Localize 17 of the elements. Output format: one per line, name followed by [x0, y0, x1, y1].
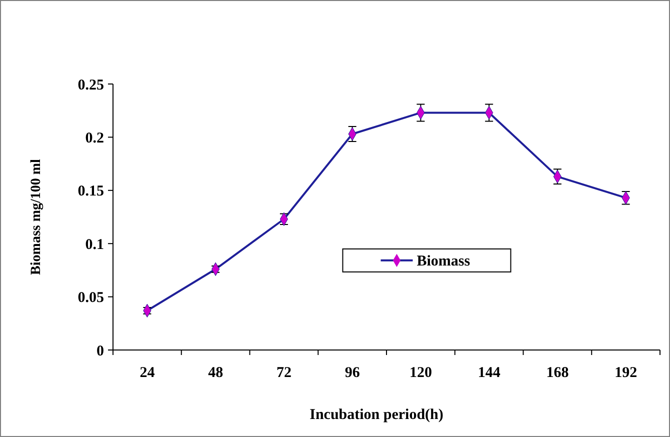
- y-tick-label: 0: [96, 343, 104, 360]
- y-tick-label: 0.25: [78, 77, 104, 94]
- x-tick-label: 144: [478, 365, 501, 381]
- x-tick-label: 24: [140, 365, 156, 381]
- y-tick-label: 0.2: [85, 130, 104, 146]
- x-tick-label: 72: [276, 365, 292, 381]
- x-tick-label: 120: [409, 365, 432, 381]
- y-tick-label: 0.15: [78, 184, 104, 200]
- y-tick-label: 0.1: [85, 236, 104, 253]
- x-tick-label: 168: [546, 365, 569, 381]
- y-tick-label: 0.05: [78, 290, 104, 306]
- x-tick-label: 96: [344, 365, 360, 381]
- x-tick-label: 48: [208, 365, 224, 381]
- x-axis-title: Incubation period(h): [310, 407, 444, 423]
- legend-label: Biomass: [416, 254, 470, 270]
- y-axis-title: Biomass mg/100 ml: [29, 158, 44, 275]
- x-tick-label: 192: [614, 365, 638, 381]
